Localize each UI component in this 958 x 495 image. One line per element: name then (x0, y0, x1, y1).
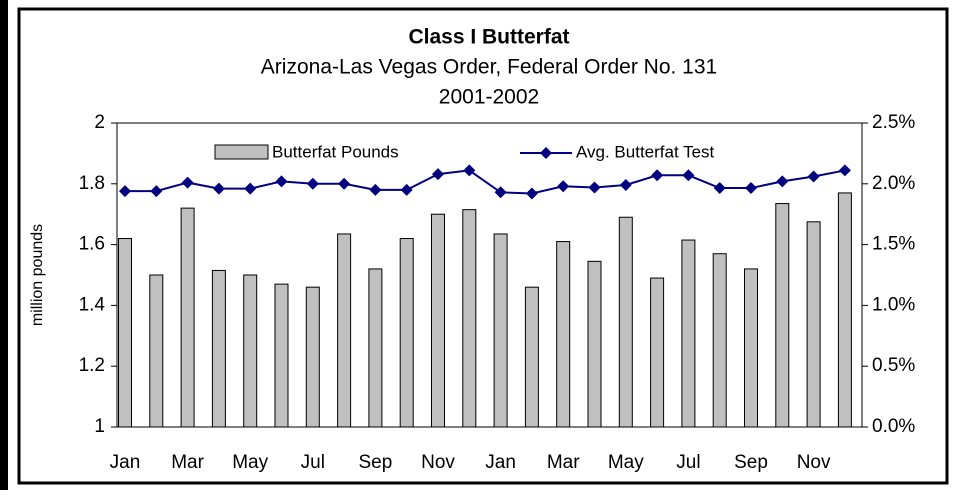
marker (619, 179, 632, 192)
marker (400, 183, 413, 196)
marker (150, 185, 163, 198)
y-tick-label: 1.8 (79, 173, 105, 194)
plot-area (116, 122, 863, 428)
y-axis-label: million pounds (29, 224, 46, 326)
x-tick-label: Jul (301, 452, 325, 473)
marker (181, 176, 194, 189)
bar (681, 239, 696, 428)
bar (650, 277, 665, 428)
marker (432, 168, 444, 181)
x-tick-label: Nov (421, 452, 455, 473)
marker (838, 164, 851, 177)
bar (305, 286, 320, 428)
bar (243, 274, 258, 428)
marker (244, 182, 257, 195)
bar (431, 213, 445, 428)
x-tick-label: Sep (358, 452, 392, 473)
bar (493, 233, 508, 428)
marker (212, 182, 225, 195)
bar (618, 216, 633, 428)
y2-tick-label: 2.5% (872, 112, 915, 133)
marker (713, 182, 726, 195)
y2-tick-label: 0.0% (872, 416, 915, 437)
bar (180, 207, 195, 428)
marker (745, 182, 757, 195)
bar (556, 241, 571, 428)
bar (211, 269, 226, 428)
bar (337, 233, 352, 428)
y-tick-label: 1 (94, 416, 105, 437)
marker (275, 175, 288, 188)
bar (118, 238, 132, 428)
x-tick-label: Nov (797, 452, 831, 473)
legend-marker (540, 147, 552, 159)
y-tick-label: 2 (94, 112, 105, 133)
bar (274, 283, 289, 428)
side-bar (0, 0, 8, 490)
legend-label: Butterfat Pounds (272, 142, 399, 161)
x-tick-label: Sep (734, 452, 768, 473)
y-tick-label: 1.6 (79, 234, 105, 255)
x-tick-label: May (232, 452, 268, 473)
bar (744, 268, 758, 428)
legend-label: Avg. Butterfat Test (576, 142, 715, 161)
marker (557, 180, 570, 193)
bar (524, 286, 539, 428)
x-tick-label: Mar (171, 452, 204, 473)
bar (368, 268, 383, 428)
bar (587, 260, 602, 428)
x-tick-label: Jan (110, 452, 141, 473)
marker (525, 187, 538, 200)
marker (119, 185, 131, 198)
y2-tick-label: 2.0% (872, 173, 915, 194)
marker (494, 186, 507, 199)
y2-tick-label: 0.5% (872, 355, 915, 376)
marker (651, 169, 664, 182)
bar (775, 203, 790, 428)
bar (462, 209, 477, 428)
marker (776, 175, 789, 188)
y-tick-label: 1.2 (79, 355, 105, 376)
marker (369, 183, 382, 196)
chart-subtitle: 2001-2002 (439, 86, 539, 109)
x-tick-label: May (608, 452, 644, 473)
x-tick-label: Jan (485, 452, 516, 473)
marker (588, 181, 601, 194)
marker (463, 164, 476, 177)
x-tick-label: Mar (547, 452, 580, 473)
legend-swatch (214, 144, 269, 160)
marker (807, 170, 820, 183)
chart-frame (17, 7, 949, 485)
bar (837, 192, 852, 428)
bar (712, 253, 727, 428)
chart-title: Class I Butterfat (408, 26, 569, 49)
marker (306, 177, 319, 190)
bar (806, 221, 821, 428)
x-tick-label: Jul (676, 452, 700, 473)
y2-tick-label: 1.0% (872, 294, 915, 315)
marker (338, 177, 351, 190)
y-tick-label: 1.4 (79, 294, 106, 315)
bar (149, 274, 164, 428)
chart-subtitle: Arizona-Las Vegas Order, Federal Order N… (261, 56, 717, 79)
y2-tick-label: 1.5% (872, 234, 915, 255)
bar (399, 238, 414, 428)
marker (682, 169, 695, 182)
